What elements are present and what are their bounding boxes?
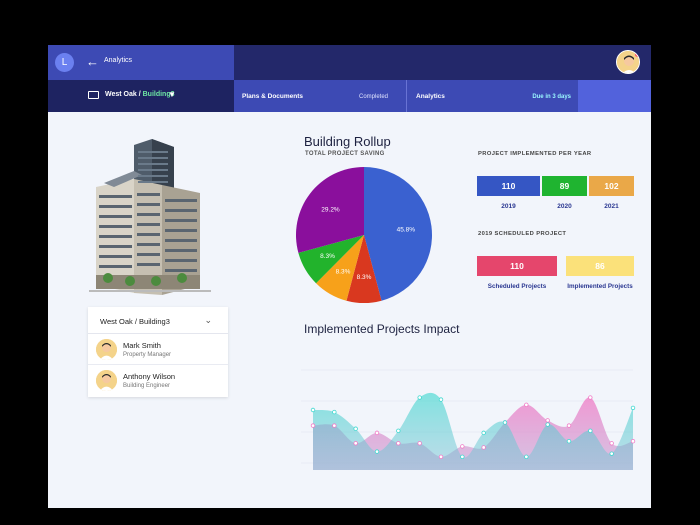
scheduled-label: Scheduled Projects <box>487 283 547 290</box>
tab-extra[interactable] <box>578 80 651 112</box>
area-point-0-7[interactable] <box>460 444 465 449</box>
page-title: Analytics <box>104 57 133 64</box>
area-point-0-10[interactable] <box>524 402 529 407</box>
member-name: Mark Smith <box>123 341 161 350</box>
person-avatar-icon <box>96 370 117 391</box>
pie-slice-label-3: 8.3% <box>320 253 335 260</box>
chevron-down-icon[interactable]: ⌄ <box>204 315 212 325</box>
tab-status: Due in 3 days <box>532 94 571 100</box>
area-point-0-14[interactable] <box>609 441 614 446</box>
year-label-2020: 2020 <box>557 203 572 210</box>
pie-slice-label-0: 45.8% <box>397 227 416 234</box>
account-avatar[interactable]: L <box>55 53 74 72</box>
area-point-1-8[interactable] <box>481 430 486 436</box>
team-card: West Oak / Building3 ⌄ Mark Smith Proper… <box>88 307 228 397</box>
app-window: L ← Analytics West Oak / Building3 ▼ Pla… <box>48 45 651 508</box>
tab-plans-documents[interactable]: Plans & Documents Completed <box>234 80 407 112</box>
person-avatar-icon <box>96 339 117 360</box>
area-point-0-1[interactable] <box>332 423 337 428</box>
area-point-0-13[interactable] <box>588 395 593 400</box>
implemented-label: Implemented Projects <box>567 283 633 290</box>
pie-slice-label-1: 8.3% <box>357 274 372 281</box>
tab-status: Completed <box>358 94 388 100</box>
area-series-1 <box>313 392 633 480</box>
pie-slice-4[interactable] <box>296 167 364 253</box>
area-point-1-10[interactable] <box>524 454 529 459</box>
savings-pie-chart: 45.8% 8.3% 8.3% 8.3% 29.2% <box>296 167 432 303</box>
impact-area-chart <box>293 369 638 480</box>
user-avatar[interactable] <box>616 50 640 74</box>
year-value-2019[interactable]: 110 <box>477 176 540 196</box>
area-point-0-15[interactable] <box>630 438 636 444</box>
pie-slice-label-4: 29.2% <box>321 206 340 213</box>
rollup-subtitle: TOTAL PROJECT SAVING <box>305 151 385 157</box>
avatar <box>96 370 117 391</box>
area-point-1-5[interactable] <box>417 395 422 400</box>
chevron-down-icon[interactable]: ▼ <box>168 90 176 99</box>
area-point-0-6[interactable] <box>438 454 444 459</box>
back-arrow-icon[interactable]: ← <box>86 54 99 69</box>
area-point-1-15[interactable] <box>630 405 636 411</box>
area-point-1-0[interactable] <box>310 407 316 413</box>
folder-icon <box>88 91 99 99</box>
member-role: Building Engineer <box>123 383 171 389</box>
area-point-0-2[interactable] <box>353 441 358 446</box>
area-point-0-11[interactable] <box>545 418 550 423</box>
pie-slice-label-2: 8.3% <box>336 269 351 276</box>
member-name: Anthony Wilson <box>123 372 176 381</box>
per-year-heading: PROJECT IMPLEMENTED PER YEAR <box>478 151 592 157</box>
area-point-1-6[interactable] <box>438 397 444 402</box>
year-label-2021: 2021 <box>604 203 619 210</box>
impact-title: Implemented Projects Impact <box>304 322 460 336</box>
list-item[interactable]: Mark Smith Property Manager <box>88 334 228 365</box>
tab-analytics[interactable]: Analytics Due in 3 days <box>408 80 578 112</box>
member-role: Property Manager <box>123 352 172 358</box>
year-value-2021[interactable]: 102 <box>589 176 634 196</box>
area-point-0-4[interactable] <box>396 441 401 446</box>
tab-label: Plans & Documents <box>242 93 304 100</box>
list-item[interactable]: Anthony Wilson Building Engineer <box>88 365 228 396</box>
area-point-1-11[interactable] <box>545 422 550 427</box>
implemented-value[interactable]: 86 <box>566 256 634 276</box>
area-point-0-8[interactable] <box>481 445 486 450</box>
top-bar-left: L ← Analytics <box>48 45 234 80</box>
rollup-title: Building Rollup <box>304 134 391 149</box>
area-point-0-12[interactable] <box>566 423 572 428</box>
site-name: West Oak / <box>105 91 143 98</box>
top-bar: L ← Analytics <box>48 45 651 80</box>
pie-slice-2[interactable] <box>316 235 364 301</box>
pie-slice-1[interactable] <box>346 235 382 303</box>
scheduled-value[interactable]: 110 <box>477 256 557 276</box>
area-point-0-3[interactable] <box>374 430 380 436</box>
area-point-1-12[interactable] <box>566 438 572 444</box>
building-dropdown-label: West Oak / Building3 <box>100 317 170 326</box>
area-baseline-mask <box>293 470 638 480</box>
building-dropdown[interactable]: West Oak / Building3 ⌄ <box>88 307 228 334</box>
area-point-0-5[interactable] <box>417 441 422 446</box>
area-point-1-14[interactable] <box>609 451 614 456</box>
area-point-1-7[interactable] <box>460 454 465 459</box>
area-point-1-13[interactable] <box>588 428 593 433</box>
area-point-1-1[interactable] <box>332 409 337 415</box>
area-point-0-0[interactable] <box>310 423 316 428</box>
notification-dot <box>635 52 639 57</box>
year-label-2019: 2019 <box>501 203 516 210</box>
area-point-1-4[interactable] <box>396 428 401 433</box>
building-image <box>84 135 219 295</box>
pie-slice-0[interactable] <box>364 167 432 301</box>
sub-bar: West Oak / Building3 ▼ Plans & Documents… <box>48 80 651 112</box>
area-point-1-9[interactable] <box>502 420 508 425</box>
site-selector[interactable]: West Oak / Building3 ▼ <box>48 80 234 112</box>
pie-slice-3[interactable] <box>298 235 364 284</box>
site-path: West Oak / Building3 <box>105 91 175 98</box>
area-point-1-3[interactable] <box>374 449 380 454</box>
tab-label: Analytics <box>416 93 445 100</box>
year-value-2020[interactable]: 89 <box>542 176 587 196</box>
scheduled-heading: 2019 SCHEDULED PROJECT <box>478 231 567 237</box>
area-point-1-2[interactable] <box>353 426 358 431</box>
avatar <box>96 339 117 360</box>
building-name: Building3 <box>142 91 175 98</box>
